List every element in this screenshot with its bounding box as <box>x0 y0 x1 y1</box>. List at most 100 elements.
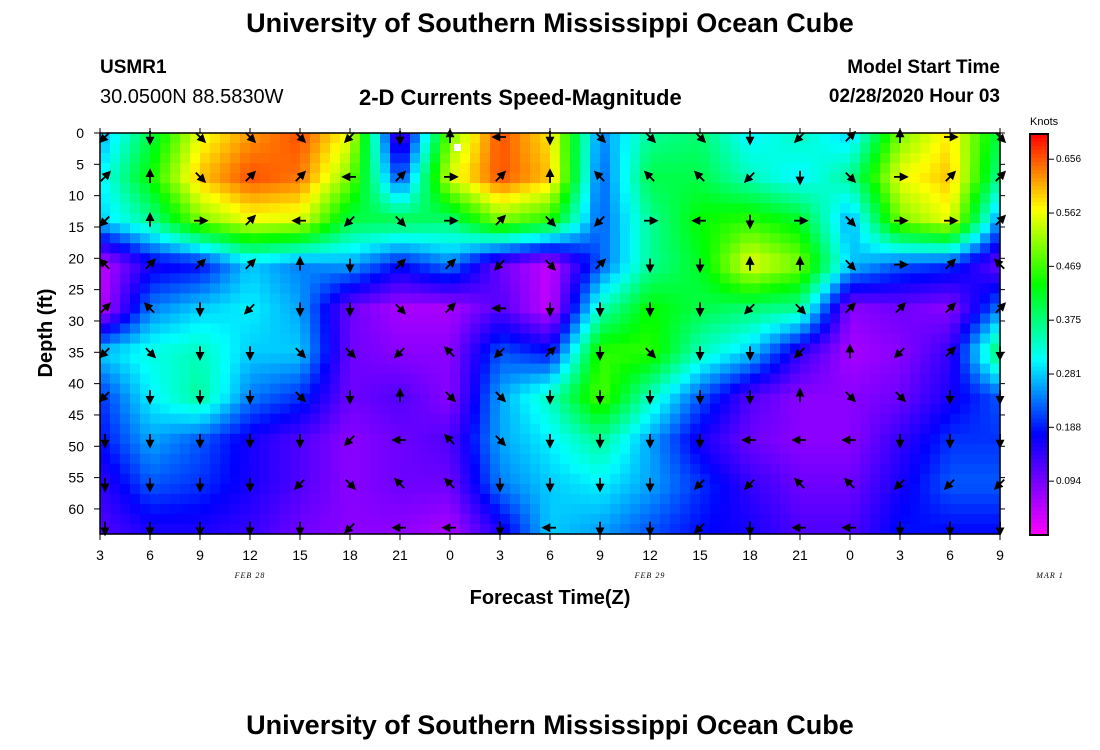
heatmap-cell <box>600 353 611 365</box>
heatmap-cell <box>800 263 811 274</box>
x-tick-label: 3 <box>496 547 504 563</box>
heatmap-cell <box>950 443 961 455</box>
heatmap-cell <box>340 193 351 204</box>
heatmap-cell <box>330 513 341 525</box>
colorbar-tick-label: 0.656 <box>1056 154 1081 165</box>
heatmap-cell <box>140 263 151 274</box>
heatmap-cell <box>920 243 931 254</box>
heatmap-cell <box>580 393 591 405</box>
heatmap-cell <box>490 313 501 325</box>
heatmap-cell <box>870 213 881 224</box>
heatmap-cell <box>620 153 631 164</box>
heatmap-cell <box>630 193 641 204</box>
heatmap-cell <box>570 393 581 405</box>
heatmap-cell <box>810 453 821 465</box>
heatmap-cell <box>320 473 331 485</box>
heatmap-cell <box>440 353 451 365</box>
heatmap-cell <box>710 343 721 355</box>
heatmap-cell <box>840 313 851 325</box>
heatmap-cell <box>800 493 811 505</box>
heatmap-cell <box>310 393 321 405</box>
heatmap-cell <box>170 463 181 475</box>
heatmap-cell <box>760 333 771 345</box>
heatmap-cell <box>710 133 721 144</box>
heatmap-cell <box>690 433 701 445</box>
heatmap-cell <box>540 243 551 254</box>
heatmap-cell <box>560 523 571 535</box>
heatmap-cell <box>160 483 171 495</box>
colorbar-segment <box>1030 470 1048 476</box>
heatmap-cell <box>730 263 741 274</box>
heatmap-cell <box>300 413 311 425</box>
heatmap-cell <box>380 343 391 355</box>
heatmap-cell <box>110 413 121 425</box>
heatmap-cell <box>150 193 161 204</box>
heatmap-cell <box>330 483 341 495</box>
heatmap-cell <box>580 343 591 355</box>
heatmap-cell <box>110 233 121 244</box>
heatmap-cell <box>630 513 641 525</box>
heatmap-cell <box>290 173 301 184</box>
heatmap-cell <box>340 253 351 264</box>
heatmap-cell <box>200 283 211 295</box>
heatmap-cell <box>520 213 531 224</box>
heatmap-cell <box>810 523 821 535</box>
colorbar-segment <box>1030 214 1048 219</box>
heatmap-cell <box>660 183 671 194</box>
heatmap-cell <box>670 173 681 184</box>
heatmap-cell <box>430 413 441 425</box>
heatmap-cell <box>910 373 921 385</box>
heatmap-cell <box>860 433 871 445</box>
heatmap-cell <box>820 353 831 365</box>
heatmap-cell <box>500 223 511 234</box>
heatmap-cell <box>720 413 731 425</box>
heatmap-cell <box>860 323 871 335</box>
heatmap-cell <box>990 233 1001 244</box>
heatmap-cell <box>710 143 721 154</box>
heatmap-cell <box>780 483 791 495</box>
heatmap-cell <box>340 393 351 405</box>
heatmap-cell <box>760 323 771 335</box>
heatmap-cell <box>740 213 751 224</box>
heatmap-cell <box>980 523 991 535</box>
heatmap-cell <box>980 413 991 425</box>
heatmap-cell <box>720 263 731 274</box>
heatmap-cell <box>380 493 391 505</box>
heatmap-cell <box>750 283 761 295</box>
heatmap-cell <box>520 223 531 234</box>
heatmap-cell <box>230 393 241 405</box>
heatmap-cell <box>420 143 431 154</box>
heatmap-cell <box>480 323 491 335</box>
heatmap-cell <box>910 203 921 214</box>
heatmap-cell <box>560 403 571 415</box>
heatmap-cell <box>980 403 991 415</box>
heatmap-cell <box>810 273 821 284</box>
heatmap-cell <box>470 453 481 465</box>
heatmap-cell <box>990 243 1001 254</box>
heatmap-cell <box>690 253 701 264</box>
heatmap-cell <box>830 283 841 295</box>
heatmap-cell <box>140 483 151 495</box>
heatmap-cell <box>280 273 291 284</box>
heatmap-cell <box>990 183 1001 194</box>
heatmap-cell <box>330 303 341 315</box>
heatmap-cell <box>450 453 461 465</box>
heatmap-cell <box>530 463 541 475</box>
heatmap-cell <box>640 313 651 325</box>
heatmap-cell <box>520 313 531 325</box>
heatmap-cell <box>680 243 691 254</box>
heatmap-cell <box>830 523 841 535</box>
heatmap-cell <box>920 233 931 244</box>
heatmap-cell <box>230 503 241 515</box>
heatmap-cell <box>680 313 691 325</box>
heatmap-cell <box>160 143 171 154</box>
heatmap-cell <box>120 233 131 244</box>
heatmap-cell <box>500 423 511 435</box>
heatmap-cell <box>250 273 261 284</box>
heatmap-cell <box>470 373 481 385</box>
heatmap-cell <box>210 393 221 405</box>
heatmap-cell <box>180 143 191 154</box>
heatmap-cell <box>240 223 251 234</box>
heatmap-cell <box>250 483 261 495</box>
